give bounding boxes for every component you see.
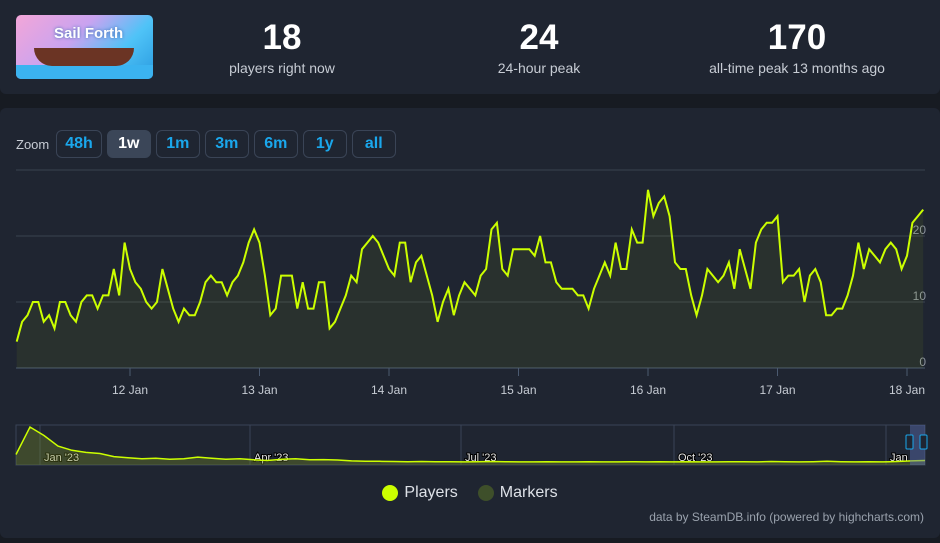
x-tick-label: 16 Jan (630, 383, 666, 397)
stat-current: 18 players right now (162, 18, 402, 76)
zoom-all-button[interactable]: all (351, 130, 396, 158)
players-dot-icon (382, 485, 399, 501)
y-tick-label: 10 (913, 289, 927, 303)
stat-value: 24 (519, 18, 559, 57)
zoom-3m-button[interactable]: 3m (204, 130, 249, 158)
navigator-label: Jan '23 (44, 452, 79, 464)
x-tick-label: 18 Jan (889, 383, 925, 397)
y-tick-label: 20 (913, 223, 927, 237)
zoom-1w-button[interactable]: 1w (106, 130, 151, 158)
navigator-line (15, 425, 926, 463)
game-capsule-image[interactable]: Sail Forth (16, 15, 153, 79)
x-tick-label: 15 Jan (500, 383, 536, 397)
stat-value: 170 (767, 18, 827, 57)
markers-dot-icon (477, 485, 494, 501)
chart-panel: Zoom 48h 1w 1m 3m 6m 1y all 0 10 20 12 Jan 1… (0, 108, 940, 538)
legend-label: Markers (499, 484, 558, 501)
zoom-1m-button[interactable]: 1m (155, 130, 200, 158)
stat-label: players right now (229, 60, 335, 76)
zoom-6m-button[interactable]: 6m (253, 130, 298, 158)
zoom-label: Zoom (16, 136, 50, 152)
player-chart[interactable]: 0 10 20 12 Jan 13 Jan 14 Jan 15 Jan 16 Jan 17 Ja… (0, 108, 940, 478)
stat-label: 24-hour peak (497, 60, 581, 76)
players-area (16, 189, 924, 368)
chart-legend: Players Markers (0, 484, 940, 502)
legend-players[interactable]: Players (382, 484, 458, 502)
x-tick-label: 12 Jan (112, 383, 148, 397)
legend-label: Players (404, 484, 458, 501)
x-tick-label: 14 Jan (371, 383, 407, 397)
zoom-48h-button[interactable]: 48h (56, 130, 102, 158)
navigator-label: Apr '23 (254, 452, 289, 464)
capsule-sea (16, 65, 153, 79)
x-tick-label: 13 Jan (241, 383, 277, 397)
stat-label: all-time peak 13 months ago (709, 60, 885, 76)
navigator-handle[interactable] (919, 434, 928, 450)
stat-value: 18 (262, 18, 302, 57)
navigator-handle[interactable] (905, 434, 914, 450)
x-tick-label: 17 Jan (759, 383, 795, 397)
legend-markers[interactable]: Markers (477, 484, 558, 502)
stat-24h-peak: 24 24-hour peak (419, 18, 659, 76)
players-line (15, 189, 924, 342)
zoom-1y-button[interactable]: 1y (302, 130, 347, 158)
capsule-boat (34, 48, 134, 66)
zoom-selector: Zoom 48h 1w 1m 3m 6m 1y all (16, 130, 396, 158)
stats-header: Sail Forth 18 players right now 24 24-ho… (0, 0, 940, 94)
stat-all-time-peak: 170 all-time peak 13 months ago (677, 18, 917, 76)
navigator-area (16, 427, 925, 465)
game-logo: Sail Forth (54, 25, 124, 42)
chart-credit[interactable]: data by SteamDB.info (powered by highcha… (649, 510, 924, 524)
y-tick-label: 0 (919, 355, 926, 369)
